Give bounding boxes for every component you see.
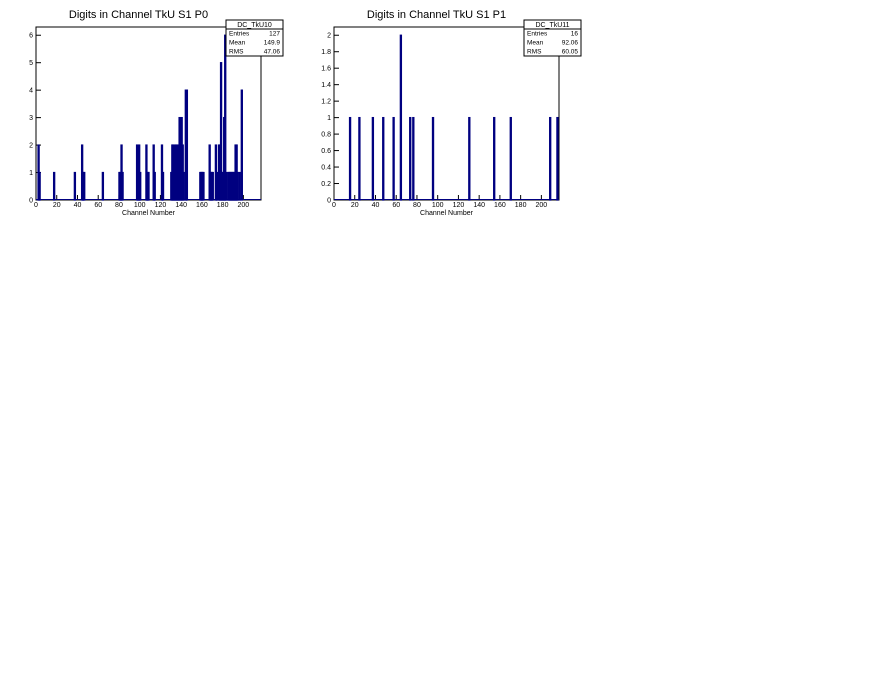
y-tick-label: 0.8 (321, 132, 331, 139)
bar (382, 116, 385, 201)
bar (240, 89, 243, 201)
x-tick-label: 160 (494, 202, 506, 209)
stats-label: Entries (527, 31, 548, 38)
x-tick-label: 180 (515, 202, 527, 209)
stats-value: 47.06 (264, 49, 281, 56)
stats-value: 92.06 (562, 40, 579, 47)
y-tick-label: 0 (29, 198, 33, 205)
y-tick-label: 3 (29, 115, 33, 122)
stats-label: RMS (229, 49, 244, 56)
y-tick-label: 1.4 (321, 82, 331, 89)
bar (509, 116, 512, 201)
x-tick-label: 120 (453, 202, 465, 209)
x-tick-label: 20 (53, 202, 61, 209)
bar (468, 116, 471, 201)
y-tick-label: 0.4 (321, 165, 331, 172)
bar (202, 171, 205, 201)
stats-label: Entries (229, 31, 250, 38)
y-tick-label: 2 (29, 143, 33, 150)
x-tick-label: 140 (175, 202, 187, 209)
chart-title: Digits in Channel TkU S1 P1 (367, 9, 506, 21)
stats-value: 60.05 (562, 49, 579, 56)
x-tick-label: 80 (413, 202, 421, 209)
bar (431, 116, 435, 201)
stats-box (225, 19, 284, 57)
chart-title: Digits in Channel TkU S1 P0 (69, 9, 208, 21)
bar (225, 171, 228, 201)
y-tick-label: 1.2 (321, 99, 331, 106)
bar (211, 171, 214, 201)
y-tick-label: 0.2 (321, 181, 331, 188)
x-tick-label: 40 (372, 202, 380, 209)
x-tick-label: 120 (155, 202, 167, 209)
bar (38, 171, 41, 201)
x-tick-label: 200 (536, 202, 548, 209)
y-tick-label: 1.6 (321, 66, 331, 73)
stats-name: DC_TkU10 (237, 22, 272, 29)
bar (52, 171, 56, 201)
bar (348, 116, 352, 201)
stats-box (523, 19, 582, 57)
bar (215, 171, 219, 201)
x-tick-label: 80 (115, 202, 123, 209)
x-tick-label: 200 (238, 202, 250, 209)
bar (83, 171, 86, 201)
bar (238, 171, 241, 201)
x-tick-label: 180 (217, 202, 229, 209)
bar (121, 171, 124, 201)
bar (371, 116, 375, 201)
x-tick-label: 160 (196, 202, 208, 209)
bar (392, 116, 395, 201)
x-tick-label: 40 (74, 202, 82, 209)
bar (409, 116, 412, 201)
x-tick-label: 0 (332, 202, 336, 209)
x-tick-label: 100 (134, 202, 146, 209)
bar (412, 116, 415, 201)
y-tick-label: 1 (29, 170, 33, 177)
bar (185, 89, 189, 201)
bar (556, 116, 559, 201)
x-tick-label: 20 (351, 202, 359, 209)
x-tick-label: 0 (34, 202, 38, 209)
stats-value: 16 (571, 31, 579, 38)
stats-value: 149.9 (264, 40, 281, 47)
y-tick-label: 6 (29, 33, 33, 40)
y-tick-label: 0 (327, 198, 331, 205)
stats-label: Mean (229, 40, 246, 47)
y-tick-label: 0.6 (321, 148, 331, 155)
bar (182, 171, 185, 201)
bar (236, 171, 239, 201)
x-tick-label: 100 (432, 202, 444, 209)
y-tick-label: 2 (327, 33, 331, 40)
y-tick-label: 1.8 (321, 49, 331, 56)
stats-label: Mean (527, 40, 544, 47)
y-tick-label: 1 (327, 115, 331, 122)
x-tick-label: 60 (94, 202, 102, 209)
bar (549, 116, 552, 201)
y-tick-label: 5 (29, 60, 33, 67)
bar (73, 171, 77, 201)
bar (147, 171, 150, 201)
y-tick-label: 4 (29, 88, 33, 95)
bar (493, 116, 496, 201)
bar (101, 171, 105, 201)
x-tick-label: 60 (392, 202, 400, 209)
stats-label: RMS (527, 49, 542, 56)
stats-name: DC_TkU11 (535, 22, 569, 29)
stats-value: 127 (269, 31, 280, 38)
bar (161, 171, 165, 201)
bar (139, 171, 142, 201)
bar (358, 116, 361, 201)
bar (153, 171, 156, 201)
bar (399, 34, 403, 201)
x-tick-label: 140 (473, 202, 485, 209)
x-axis-label: Channel Number (122, 210, 176, 217)
x-axis-label: Channel Number (420, 210, 474, 217)
